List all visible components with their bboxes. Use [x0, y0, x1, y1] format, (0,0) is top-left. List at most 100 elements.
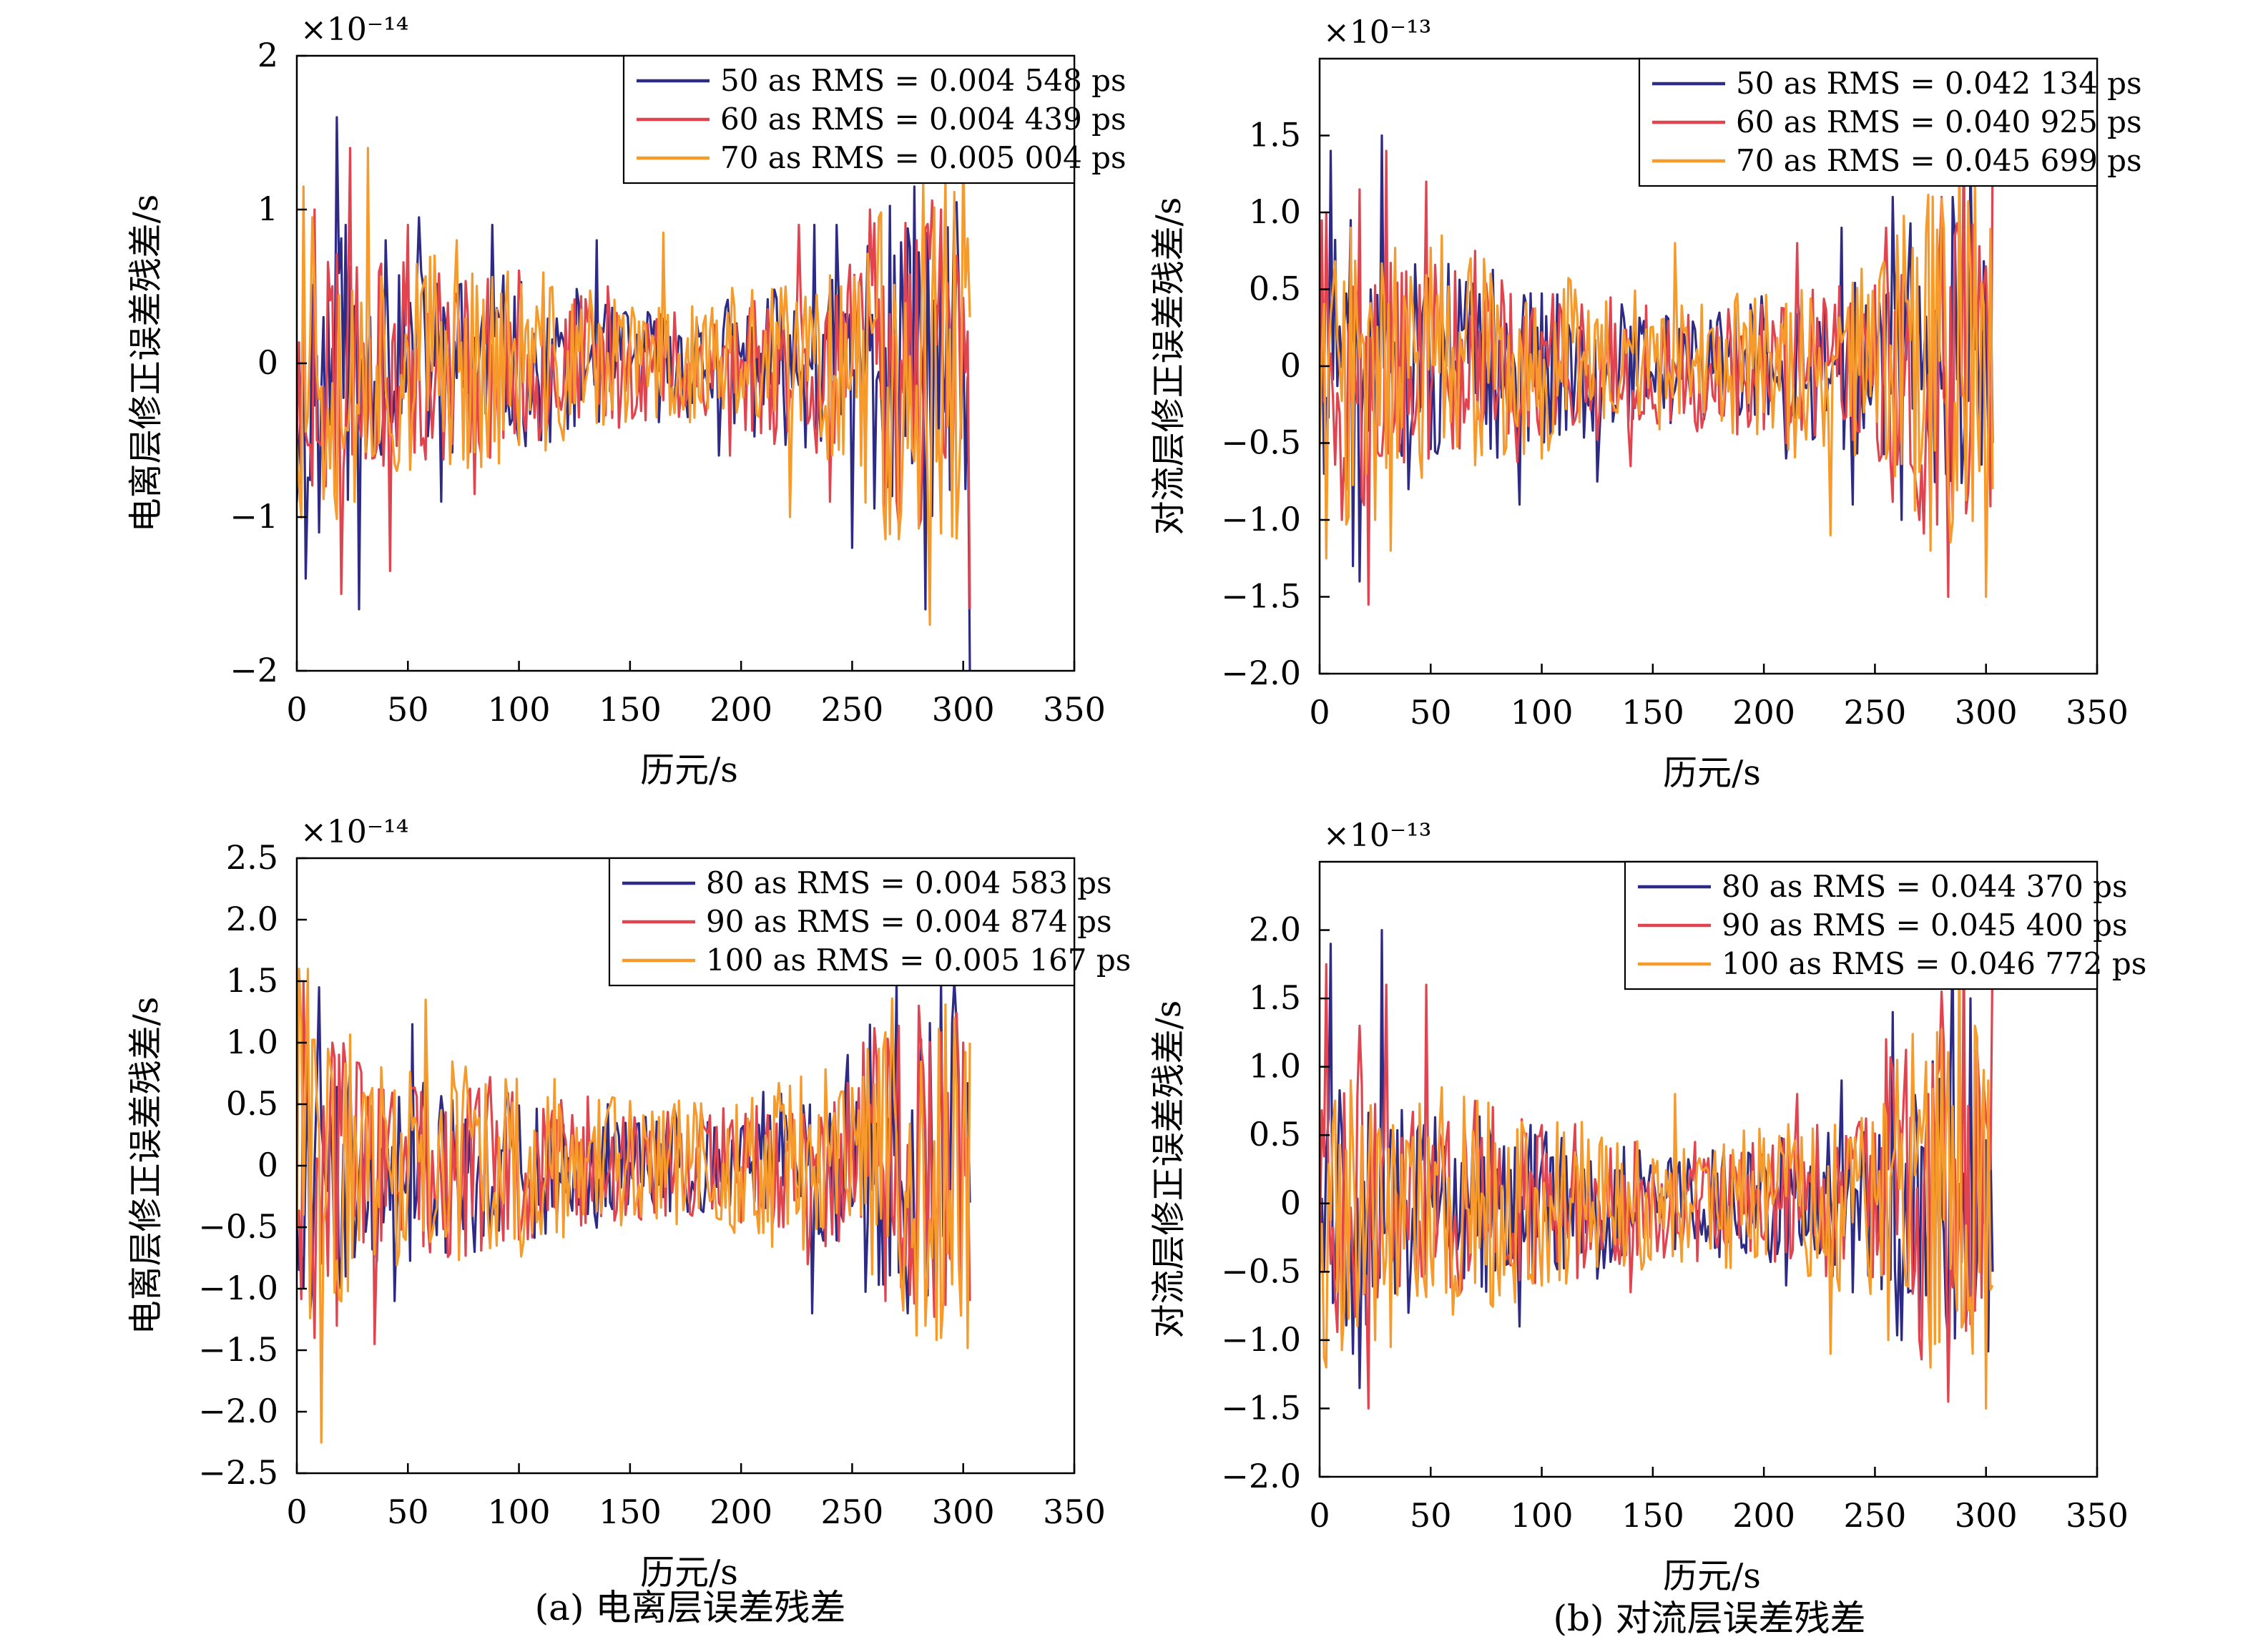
- x-tick-label: 250: [1844, 693, 1907, 732]
- chart-bl: 0 50 100 150 200 250 300 350 −2.5 −2.0 −1.5 −1.0 −0.…: [126, 814, 1131, 1593]
- chart-tl: 0 50 100 150 200 250 300 350 −2 −1 0 1 2 ×10⁻¹⁴ 历元/s 电离…: [126, 11, 1126, 790]
- x-tick-label: 300: [1955, 693, 2018, 732]
- caption-b: (b) 对流层误差残差: [1553, 1598, 1866, 1639]
- x-tick-label: 300: [932, 1493, 995, 1531]
- x-axis-label: 历元/s: [640, 750, 738, 790]
- legend-label-3: 100 as RMS = 0.005 167 ps: [706, 943, 1131, 978]
- x-tick-label: 350: [1043, 1493, 1106, 1531]
- exponent-label: ×10⁻¹³: [1323, 817, 1431, 854]
- x-tick-label: 50: [1410, 693, 1452, 732]
- y-tick-label: 2.0: [226, 900, 278, 938]
- y-axis-label: 对流层修正误差残差/s: [1149, 1000, 1189, 1339]
- x-tick-label: 200: [1732, 1496, 1795, 1535]
- y-tick-label: −1.0: [198, 1269, 278, 1307]
- exponent-label: ×10⁻¹³: [1323, 14, 1431, 51]
- y-tick-label: −1.5: [1221, 1388, 1301, 1427]
- x-tick-label: 0: [1309, 1496, 1330, 1535]
- y-tick-label: −0.5: [1221, 423, 1301, 462]
- x-tick-label: 150: [599, 690, 662, 729]
- y-tick-label: 1.5: [1249, 978, 1301, 1017]
- y-tick-label: −1: [230, 497, 278, 536]
- y-tick-label: 1.5: [226, 961, 278, 1000]
- x-tick-label: 0: [1309, 693, 1330, 732]
- series-line-3: [1320, 928, 1994, 1410]
- x-tick-label: 50: [387, 690, 429, 729]
- y-tick-label: −1.0: [1221, 1320, 1301, 1359]
- legend-label-2: 60 as RMS = 0.040 925 ps: [1736, 104, 2142, 139]
- exponent-label: ×10⁻¹⁴: [300, 814, 408, 850]
- y-tick-label: 2.0: [1249, 910, 1301, 949]
- legend-label-3: 70 as RMS = 0.005 004 ps: [720, 140, 1126, 175]
- y-tick-label: −0.5: [198, 1207, 278, 1246]
- legend-label-1: 80 as RMS = 0.044 370 ps: [1722, 869, 2128, 904]
- legend-label-3: 70 as RMS = 0.045 699 ps: [1736, 143, 2142, 178]
- y-tick-label: 0: [257, 1146, 278, 1184]
- x-tick-label: 350: [1043, 690, 1106, 729]
- y-axis-label: 电离层修正误差残差/s: [126, 195, 166, 533]
- x-tick-label: 250: [1844, 1496, 1907, 1535]
- y-axis-label: 电离层修正误差残差/s: [126, 997, 166, 1335]
- chart-tr: 0 50 100 150 200 250 300 350 −2.0 −1.5 −1.0 −0.5 0 0.…: [1149, 14, 2142, 793]
- y-tick-label: −0.5: [1221, 1252, 1301, 1290]
- series-line-1: [1320, 134, 1994, 583]
- legend-label-1: 50 as RMS = 0.004 548 ps: [720, 63, 1126, 98]
- y-tick-label: 1.0: [226, 1023, 278, 1061]
- y-tick-label: 0.5: [1249, 1115, 1301, 1154]
- y-tick-label: 2: [257, 36, 278, 74]
- y-tick-label: 0.5: [1249, 270, 1301, 308]
- x-tick-label: 150: [599, 1493, 662, 1531]
- chart-br: 0 50 100 150 200 250 300 350 −2.0 −1.5 −1.0 −0.5 0 0.…: [1149, 817, 2146, 1596]
- x-tick-label: 250: [821, 690, 884, 729]
- series-group: [297, 968, 971, 1444]
- series-line-2: [1320, 119, 1994, 606]
- y-tick-label: 1: [257, 190, 278, 228]
- y-tick-label: −2.0: [1221, 1457, 1301, 1495]
- x-axis-label: 历元/s: [1663, 753, 1761, 793]
- x-tick-label: 100: [1511, 693, 1574, 732]
- x-axis-label: 历元/s: [1663, 1556, 1761, 1596]
- y-tick-label: 0.5: [226, 1084, 278, 1123]
- x-tick-label: 100: [488, 1493, 551, 1531]
- y-tick-label: 2.5: [226, 838, 278, 877]
- y-tick-label: 1.0: [1249, 192, 1301, 231]
- exponent-label: ×10⁻¹⁴: [300, 11, 408, 48]
- series-group: [1320, 928, 1994, 1410]
- x-tick-label: 50: [387, 1493, 429, 1531]
- y-tick-label: 0: [257, 343, 278, 382]
- y-axis-label: 对流层修正误差残差/s: [1149, 197, 1189, 536]
- series-group: [297, 116, 971, 671]
- legend-label-3: 100 as RMS = 0.046 772 ps: [1722, 946, 2146, 981]
- caption-a: (a) 电离层误差残差: [535, 1587, 846, 1628]
- y-tick-label: −1.5: [1221, 577, 1301, 616]
- y-tick-label: 1.5: [1249, 116, 1301, 154]
- x-tick-label: 100: [1511, 1496, 1574, 1535]
- series-line-3: [1320, 149, 1994, 599]
- x-tick-label: 150: [1621, 693, 1684, 732]
- y-tick-label: −2.0: [1221, 654, 1301, 692]
- y-tick-label: −1.5: [198, 1330, 278, 1369]
- x-tick-label: 300: [932, 690, 995, 729]
- x-axis-label: 历元/s: [640, 1553, 738, 1593]
- x-tick-label: 200: [710, 690, 772, 729]
- legend-label-1: 50 as RMS = 0.042 134 ps: [1736, 66, 2142, 101]
- x-tick-label: 100: [488, 690, 551, 729]
- x-tick-label: 0: [286, 1493, 307, 1531]
- x-tick-label: 350: [2066, 693, 2129, 732]
- x-tick-label: 150: [1621, 1496, 1684, 1535]
- series-group: [1320, 119, 1994, 606]
- legend-label-1: 80 as RMS = 0.004 583 ps: [706, 865, 1112, 900]
- y-tick-label: −2.0: [198, 1392, 278, 1430]
- legend-label-2: 60 as RMS = 0.004 439 ps: [720, 102, 1126, 137]
- series-line-3: [297, 968, 971, 1444]
- x-tick-label: 250: [821, 1493, 884, 1531]
- x-tick-label: 200: [710, 1493, 772, 1531]
- x-tick-label: 350: [2066, 1496, 2129, 1535]
- y-tick-label: 0: [1280, 346, 1301, 385]
- y-tick-label: −1.0: [1221, 500, 1301, 539]
- y-tick-label: −2.5: [198, 1453, 278, 1492]
- y-tick-label: −2: [230, 651, 278, 689]
- x-tick-label: 50: [1410, 1496, 1452, 1535]
- x-tick-label: 200: [1732, 693, 1795, 732]
- legend-label-2: 90 as RMS = 0.045 400 ps: [1722, 908, 2128, 943]
